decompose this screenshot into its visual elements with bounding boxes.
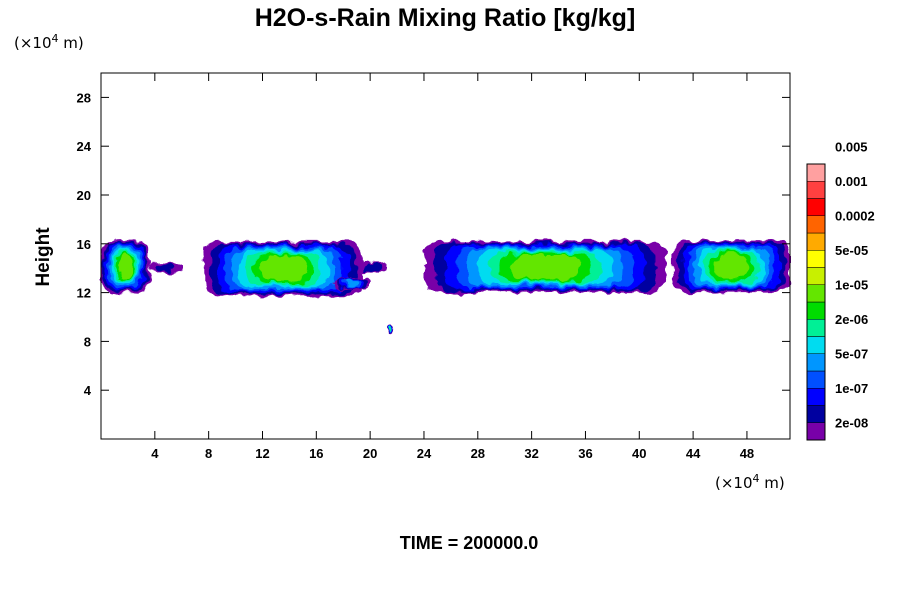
x-axis-unit: (×104 m) bbox=[715, 472, 785, 492]
x-tick-label: 40 bbox=[632, 446, 646, 461]
colorbar-swatch bbox=[806, 163, 826, 182]
colorbar-frame bbox=[806, 163, 826, 441]
x-tick-label: 12 bbox=[255, 446, 269, 461]
contour-level bbox=[344, 280, 359, 287]
y-tick-label: 8 bbox=[84, 334, 91, 349]
x-tick-label: 8 bbox=[205, 446, 212, 461]
time-label: TIME = 200000.0 bbox=[400, 533, 539, 553]
colorbar-swatch bbox=[806, 215, 826, 234]
colorbar-label: 5e-05 bbox=[835, 243, 868, 258]
contour-level bbox=[390, 327, 394, 332]
colorbar-swatch bbox=[806, 301, 826, 320]
contour-level bbox=[365, 264, 382, 270]
y-axis: 4 8 12 16 20 24 28 bbox=[77, 90, 790, 398]
colorbar-swatch bbox=[806, 405, 826, 423]
colorbar-legend: 2e-08 1e-07 5e-07 2e-06 1e-05 5e-05 0.0002 0.00… bbox=[806, 139, 875, 441]
contour-level bbox=[510, 255, 581, 279]
x-tick-label: 24 bbox=[417, 446, 432, 461]
rain-feature bbox=[423, 241, 667, 293]
y-tick-label: 28 bbox=[77, 90, 91, 105]
colorbar-swatch bbox=[806, 388, 826, 406]
rain-feature bbox=[360, 263, 387, 271]
colorbar-swatch bbox=[806, 370, 826, 389]
y-tick-label: 4 bbox=[84, 383, 92, 398]
colorbar-swatch bbox=[806, 336, 826, 354]
y-tick-label: 24 bbox=[77, 139, 92, 154]
colorbar-label: 2e-06 bbox=[835, 312, 868, 327]
x-tick-label: 16 bbox=[309, 446, 323, 461]
colorbar-label: 5e-07 bbox=[835, 346, 868, 361]
x-tick-label: 4 bbox=[151, 446, 159, 461]
contour-level bbox=[260, 256, 307, 282]
rain-feature bbox=[149, 262, 182, 272]
x-tick-label: 32 bbox=[524, 446, 538, 461]
colorbar-swatch bbox=[806, 353, 826, 372]
x-tick-label: 20 bbox=[363, 446, 377, 461]
colorbar-label: 0.001 bbox=[835, 174, 868, 189]
chart-title: H2O-s-Rain Mixing Ratio [kg/kg] bbox=[255, 4, 636, 32]
colorbar-swatch bbox=[806, 267, 826, 285]
x-tick-label: 48 bbox=[740, 446, 754, 461]
colorbar-swatch bbox=[806, 198, 826, 216]
rain-feature bbox=[101, 240, 150, 293]
colorbar-label: 1e-05 bbox=[835, 277, 868, 292]
rain-feature bbox=[387, 325, 396, 335]
colorbar-label: 0.005 bbox=[835, 139, 868, 154]
precipitation-field bbox=[101, 240, 790, 335]
contour-level bbox=[714, 254, 749, 279]
colorbar-swatch bbox=[806, 232, 826, 251]
rain-feature bbox=[672, 240, 790, 293]
y-axis-label: Height bbox=[33, 227, 54, 287]
colorbar-label: 1e-07 bbox=[835, 381, 868, 396]
colorbar-swatch bbox=[806, 422, 826, 441]
rain-feature bbox=[332, 277, 371, 289]
y-tick-label: 16 bbox=[77, 237, 91, 252]
colorbar-swatch bbox=[806, 284, 826, 303]
colorbar-swatch bbox=[806, 181, 826, 199]
colorbar-label: 2e-08 bbox=[835, 415, 868, 430]
y-axis-unit: (×104 m) bbox=[14, 32, 84, 52]
y-tick-label: 12 bbox=[77, 286, 91, 301]
colorbar-label: 0.0002 bbox=[835, 208, 875, 223]
y-tick-label: 20 bbox=[77, 188, 91, 203]
x-axis: 4 8 12 16 20 24 28 32 36 40 44 48 bbox=[151, 73, 754, 461]
contour-level bbox=[155, 263, 176, 271]
rain-feature bbox=[203, 241, 364, 297]
contour-level bbox=[118, 254, 133, 279]
plot-frame bbox=[100, 72, 791, 440]
x-tick-label: 36 bbox=[578, 446, 592, 461]
x-tick-label: 44 bbox=[686, 446, 701, 461]
colorbar-swatch bbox=[806, 250, 826, 268]
x-tick-label: 28 bbox=[471, 446, 485, 461]
colorbar-swatch bbox=[806, 319, 826, 337]
